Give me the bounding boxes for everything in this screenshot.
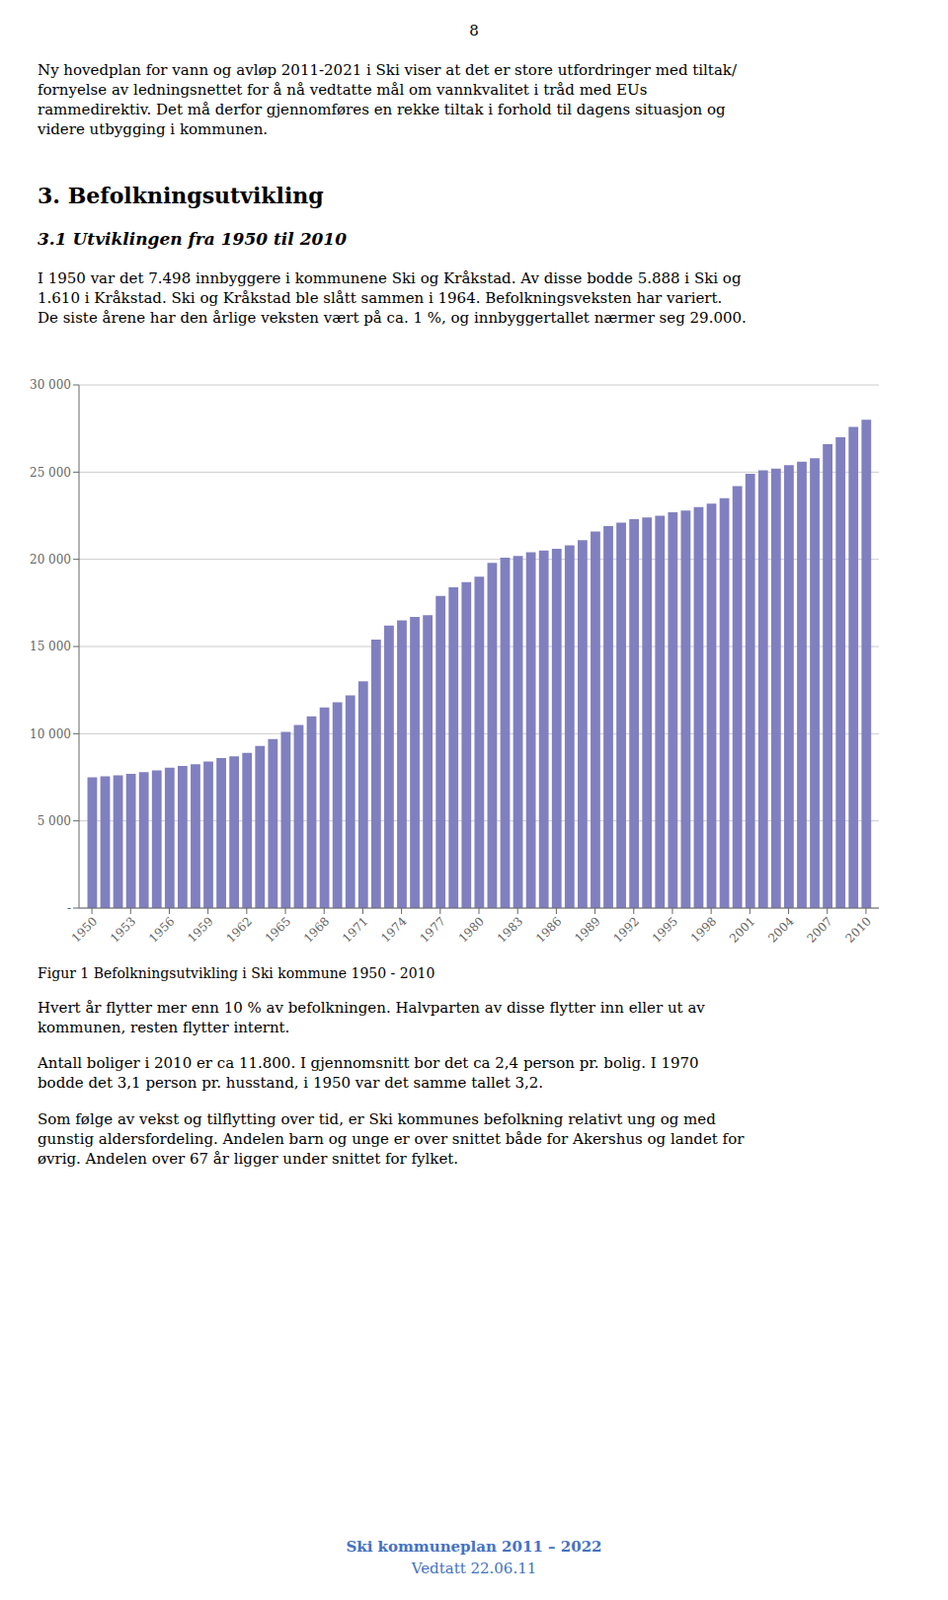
html-text:I 1950 var det 7.498 innbygger: I 1950 var det 7.498 innbyggere i kommun… — [37, 269, 742, 288]
svg-text:1953: 1953 — [107, 914, 139, 946]
svg-text:20 000: 20 000 — [29, 553, 72, 567]
html-text:Hvert år flytter mer enn 10 %: Hvert år flytter mer enn 10 % av befolkn… — [37, 999, 705, 1018]
svg-text:-: - — [67, 901, 72, 916]
svg-text:30 000: 30 000 — [29, 378, 72, 393]
svg-text:2007: 2007 — [803, 914, 835, 946]
svg-text:1995: 1995 — [649, 914, 681, 946]
svg-text:1974: 1974 — [378, 914, 410, 947]
html-text:Antall boliger i 2010 er ca 11: Antall boliger i 2010 er ca 11.800. I gj… — [37, 1054, 699, 1073]
svg-text:1977: 1977 — [416, 914, 448, 946]
svg-text:1980: 1980 — [456, 914, 487, 946]
html-text:3.1 Utviklingen fra 1950 til 2: 3.1 Utviklingen fra 1950 til 2010 — [37, 229, 347, 249]
html-text:gunstig aldersfordeling. Andel: gunstig aldersfordeling. Andelen barn og… — [37, 1130, 744, 1149]
svg-text:1950: 1950 — [69, 914, 100, 946]
svg-text:1971: 1971 — [339, 914, 371, 946]
svg-text:1986: 1986 — [533, 914, 564, 946]
svg-text:10 000: 10 000 — [29, 727, 72, 742]
html-text:Figur 1 Befolkningsutvikling i: Figur 1 Befolkningsutvikling i Ski kommu… — [37, 965, 435, 982]
html-text:rammedirektiv. Det må derfor g: rammedirektiv. Det må derfor gjennomføre… — [37, 100, 726, 119]
svg-text:15 000: 15 000 — [29, 639, 72, 654]
html-text:Ny hovedplan for vann og avløp: Ny hovedplan for vann og avløp 2011-2021… — [37, 61, 737, 79]
html-text:Som følge av vekst og tilflytt: Som følge av vekst og tilflytting over t… — [37, 1110, 716, 1129]
html-text:Vedtatt 22.06.11: Vedtatt 22.06.11 — [411, 1560, 537, 1579]
svg-text:1965: 1965 — [262, 914, 294, 946]
html-text:1.610 i Kråkstad. Ski og Kråks: 1.610 i Kråkstad. Ski og Kråkstad ble sl… — [37, 289, 723, 308]
svg-text:2001: 2001 — [726, 914, 758, 946]
html-text:3. Befolkningsutvikling: 3. Befolkningsutvikling — [37, 182, 324, 209]
svg-text:1983: 1983 — [494, 914, 526, 946]
svg-text:1959: 1959 — [184, 914, 216, 946]
svg-text:1998: 1998 — [688, 914, 719, 946]
svg-text:25 000: 25 000 — [29, 466, 72, 480]
svg-text:5 000: 5 000 — [37, 814, 72, 829]
svg-text:2010: 2010 — [843, 914, 874, 946]
html-text:bodde det 3,1 person pr. husst: bodde det 3,1 person pr. husstand, i 195… — [37, 1074, 544, 1093]
svg-text:2004: 2004 — [765, 914, 797, 947]
html-text:videre utbygging i kommunen.: videre utbygging i kommunen. — [37, 120, 268, 139]
html-text:Ski kommuneplan 2011 – 2022: Ski kommuneplan 2011 – 2022 — [346, 1538, 602, 1557]
html-text:øvrig. Andelen over 67 år ligg: øvrig. Andelen over 67 år ligger under s… — [37, 1150, 459, 1169]
svg-text:1956: 1956 — [146, 914, 177, 946]
svg-text:1968: 1968 — [301, 914, 332, 946]
svg-text:1989: 1989 — [571, 914, 603, 946]
html-text:fornyelse av ledningsnettet fo: fornyelse av ledningsnettet for å nå ved… — [37, 80, 648, 99]
html-text:kommunen, resten flytter inter: kommunen, resten flytter internt. — [37, 1019, 290, 1037]
svg-text:1962: 1962 — [223, 914, 254, 946]
html-text:8: 8 — [469, 21, 479, 40]
html-text:De siste årene har den årlige: De siste årene har den årlige veksten væ… — [37, 309, 747, 327]
svg-text:1992: 1992 — [610, 914, 641, 946]
